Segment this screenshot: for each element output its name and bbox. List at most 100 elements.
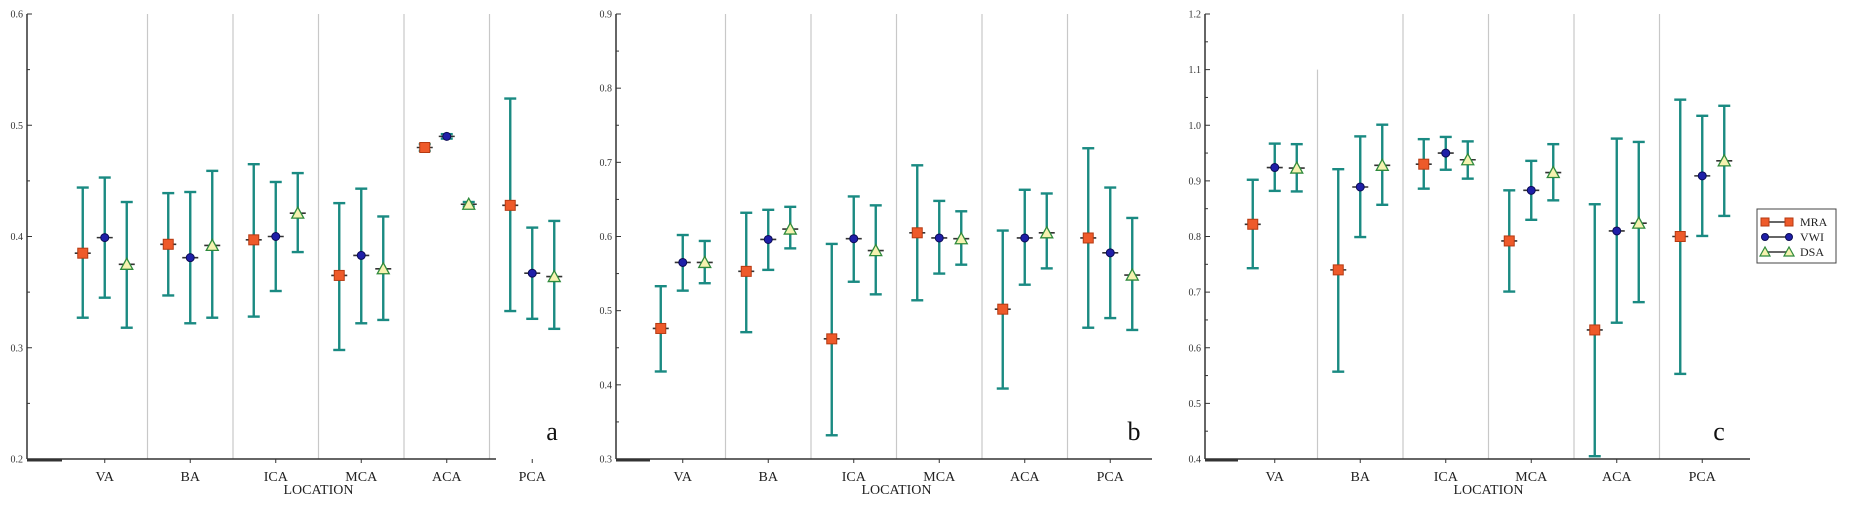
point-vwi: [1526, 185, 1536, 195]
x-tick-label-aca: ACA: [432, 470, 462, 485]
y-tick-label: 1.2: [1189, 10, 1202, 21]
y-tick-label: 0.5: [600, 306, 613, 317]
x-tick-label-ica: ICA: [842, 470, 867, 485]
point-mra: [504, 199, 516, 211]
x-tick-label-ba: BA: [181, 470, 201, 485]
legend-label-mra: MRA: [1800, 215, 1828, 229]
point-vwi: [1355, 182, 1365, 192]
point-vwi: [1612, 226, 1622, 236]
x-tick-label-aca: ACA: [1010, 470, 1040, 485]
legend-marker-dsa: [1782, 245, 1796, 257]
panel-letter-c: c: [1713, 417, 1725, 446]
x-tick-label-pca: PCA: [1689, 470, 1717, 485]
x-axis-title: LOCATION: [284, 483, 354, 498]
x-tick-label-va: VA: [674, 470, 693, 485]
y-tick-label: 0.7: [600, 158, 613, 169]
x-tick-label-ica: ICA: [1434, 470, 1459, 485]
x-tick-label-ba: BA: [759, 470, 779, 485]
point-vwi: [849, 234, 859, 244]
point-mra: [77, 247, 89, 259]
legend-label-dsa: DSA: [1800, 245, 1824, 259]
panel-letter-b: b: [1128, 417, 1141, 446]
x-tick-label-pca: PCA: [519, 470, 547, 485]
point-mra: [1247, 218, 1259, 230]
chart-panel-c: 0.4 0.5 0.6 0.7 0.8 0.9 1.0 1.1 1.2 VA BA ICA MCA ACA…: [1189, 10, 1750, 498]
y-tick-label: 1.1: [1189, 65, 1202, 76]
x-tick-label-mca: MCA: [345, 470, 378, 485]
y-tick-label: 0.5: [1189, 399, 1202, 410]
point-mra: [1503, 235, 1515, 247]
point-vwi: [1697, 171, 1707, 181]
x-tick-label-va: VA: [96, 470, 115, 485]
point-mra: [162, 238, 174, 250]
y-tick-label: 0.5: [11, 121, 24, 132]
y-tick-label: 0.3: [600, 455, 613, 466]
point-dsa: [1546, 165, 1561, 179]
y-tick-label: 0.3: [11, 343, 24, 354]
panel-letter-a: a: [546, 417, 558, 446]
point-mra: [1332, 264, 1344, 276]
x-tick-label-va: VA: [1266, 470, 1285, 485]
point-dsa: [461, 196, 476, 210]
y-tick-label: 0.2: [11, 455, 24, 466]
point-dsa: [868, 243, 883, 257]
point-dsa: [1460, 152, 1475, 166]
point-vwi: [356, 250, 366, 260]
point-mra: [333, 269, 345, 281]
legend-marker-vwi: [1761, 233, 1769, 241]
point-dsa: [697, 255, 712, 269]
point-vwi: [1441, 148, 1451, 158]
point-dsa: [1039, 225, 1054, 239]
point-mra: [911, 227, 923, 239]
point-dsa: [547, 269, 562, 283]
point-dsa: [1289, 160, 1304, 174]
legend-marker-mra: [1784, 217, 1794, 227]
point-dsa: [1375, 157, 1390, 171]
x-tick-label-pca: PCA: [1097, 470, 1125, 485]
x-tick-label-ica: ICA: [264, 470, 289, 485]
point-mra: [826, 333, 838, 345]
y-tick-label: 1.0: [1189, 121, 1202, 132]
y-tick-label: 0.8: [1189, 232, 1202, 243]
chart-panel-b: 0.3 0.4 0.5 0.6 0.7 0.8 0.9 VA BA ICA MCA ACA PCA LOC…: [600, 10, 1152, 498]
y-tick-label: 0.6: [11, 10, 24, 21]
point-dsa: [119, 256, 134, 270]
point-dsa: [1631, 215, 1646, 229]
point-vwi: [442, 131, 452, 141]
chart-panel-a: 0.2 0.3 0.4 0.5 0.6 VA BA ICA MCA ACA PCA LOCATION a: [11, 10, 563, 498]
point-mra: [740, 265, 752, 277]
point-mra: [1674, 231, 1686, 242]
point-vwi: [1270, 163, 1280, 173]
x-axis-title: LOCATION: [1454, 483, 1524, 498]
point-mra: [248, 234, 260, 246]
y-tick-label: 0.9: [1189, 176, 1202, 187]
legend-marker-dsa: [1758, 245, 1772, 257]
point-dsa: [376, 261, 391, 275]
x-axis-title: LOCATION: [862, 483, 932, 498]
point-vwi: [678, 257, 688, 267]
point-dsa: [954, 231, 969, 245]
y-tick-label: 0.6: [600, 232, 613, 243]
point-mra: [419, 142, 431, 153]
y-tick-label: 0.4: [1189, 455, 1202, 466]
y-tick-label: 0.4: [600, 380, 613, 391]
x-tick-label-mca: MCA: [923, 470, 956, 485]
x-tick-label-mca: MCA: [1515, 470, 1548, 485]
point-dsa: [290, 205, 305, 219]
legend-box: [1756, 208, 1837, 264]
point-mra: [1082, 232, 1094, 244]
x-tick-label-ba: BA: [1351, 470, 1371, 485]
point-vwi: [185, 253, 195, 263]
point-dsa: [1125, 267, 1140, 281]
y-tick-label: 0.9: [600, 10, 613, 21]
point-mra: [1589, 324, 1601, 336]
y-tick-label: 0.8: [600, 84, 613, 95]
y-tick-label: 0.6: [1189, 343, 1202, 354]
point-vwi: [763, 234, 773, 244]
point-vwi: [100, 233, 110, 243]
point-vwi: [934, 233, 944, 243]
point-vwi: [271, 232, 281, 241]
point-vwi: [1105, 248, 1115, 258]
